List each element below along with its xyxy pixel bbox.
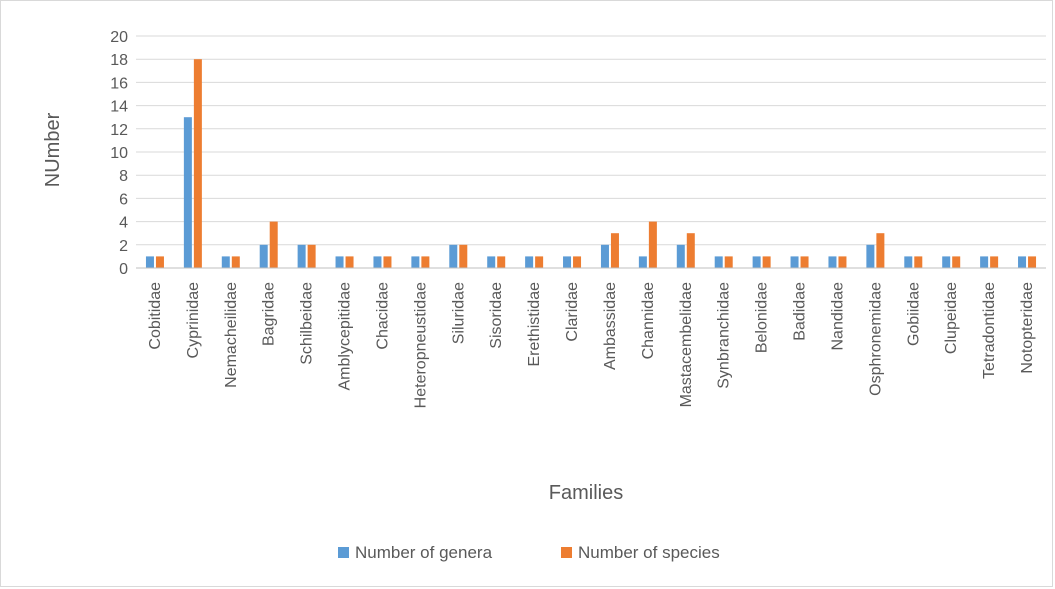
bar-species: [421, 256, 430, 268]
legend: Number of genera Number of species: [338, 543, 720, 562]
bar-genera: [942, 256, 951, 268]
y-tick-label: 0: [119, 261, 128, 278]
y-tick-label: 10: [110, 145, 128, 162]
bar-genera: [563, 256, 572, 268]
x-tick-label: Osphronemidae: [867, 282, 884, 396]
x-tick-label: Gobiidae: [905, 282, 922, 346]
bar-species: [762, 256, 771, 268]
x-tick-label: Tetradontidae: [981, 282, 998, 379]
bar-species: [231, 256, 240, 268]
x-tick-label: Nemacheilidae: [223, 282, 240, 388]
bar-species: [345, 256, 354, 268]
x-tick-label: Cobitidae: [147, 282, 164, 350]
x-tick-label: Bagridae: [261, 282, 278, 346]
bar-genera: [600, 244, 609, 268]
bar-species: [383, 256, 392, 268]
y-tick-label: 2: [119, 238, 128, 255]
bar-genera: [335, 256, 344, 268]
x-tick-label: Erethistidae: [526, 282, 543, 367]
bar-genera: [790, 256, 799, 268]
bar-genera: [221, 256, 230, 268]
x-tick-label: Badidae: [792, 282, 809, 341]
bar-species: [535, 256, 544, 268]
bar-species: [573, 256, 582, 268]
axes: 0 2 4 6 8 10 12 14 16 18 20 Cobitidae Cyprinidae Nema…: [110, 29, 1046, 408]
bar-species: [155, 256, 164, 268]
bar-species: [876, 233, 885, 268]
x-tick-label: Schilbeidae: [299, 282, 316, 365]
x-tick-label: Synbranchidae: [716, 282, 733, 389]
bar-genera: [297, 244, 306, 268]
x-tick-label: Channidae: [640, 282, 657, 360]
bar-species: [307, 244, 316, 268]
legend-swatch: [561, 547, 572, 558]
legend-swatch: [338, 547, 349, 558]
bar-genera: [638, 256, 647, 268]
y-tick-label: 14: [110, 99, 128, 116]
legend-label: Number of species: [578, 543, 720, 562]
x-tick-label: Ambassidae: [602, 282, 619, 370]
bar-species: [269, 221, 278, 268]
x-tick-label: Clupeidae: [943, 282, 960, 354]
bar-genera: [487, 256, 496, 268]
bar-species: [610, 233, 619, 268]
y-tick-label: 18: [110, 52, 128, 69]
y-tick-label: 16: [110, 75, 128, 92]
bar-species: [686, 233, 695, 268]
x-tick-label: Cyprinidae: [185, 282, 202, 359]
bar-genera: [828, 256, 837, 268]
y-tick-label: 12: [110, 122, 128, 139]
x-tick-label: Mastacembelidae: [678, 282, 695, 408]
bar-species: [648, 221, 657, 268]
x-tick-label: Claridae: [564, 282, 581, 342]
bar-genera: [866, 244, 875, 268]
bar-genera: [373, 256, 382, 268]
legend-label: Number of genera: [355, 543, 493, 562]
x-tick-label: Chacidae: [374, 282, 391, 350]
y-tick-label: 20: [110, 29, 128, 46]
bar-species: [952, 256, 961, 268]
bar-genera: [1018, 256, 1027, 268]
y-axis-title: NUmber: [42, 112, 64, 187]
bar-species: [800, 256, 809, 268]
bar-species: [1028, 256, 1037, 268]
bar-genera: [183, 117, 192, 268]
bar-genera: [145, 256, 154, 268]
x-tick-label: Amblycepitidae: [337, 282, 354, 391]
bar-species: [914, 256, 923, 268]
bar-genera: [676, 244, 685, 268]
bar-species: [838, 256, 847, 268]
bar-species: [724, 256, 733, 268]
x-tick-label: Heteropneustidae: [412, 282, 429, 408]
bars: [145, 59, 1037, 269]
bar-genera: [449, 244, 458, 268]
bar-species: [990, 256, 999, 268]
bar-genera: [714, 256, 723, 268]
bar-genera: [525, 256, 534, 268]
x-tick-label: Notopteridae: [1019, 282, 1036, 374]
x-tick-label: Siluridae: [450, 282, 467, 344]
x-tick-label: Sisoridae: [488, 282, 505, 349]
bar-genera: [259, 244, 268, 268]
bar-species: [193, 59, 202, 269]
x-tick-label: Belonidae: [754, 282, 771, 353]
x-axis-title: Families: [549, 482, 623, 504]
y-tick-label: 4: [119, 215, 128, 232]
bar-genera: [980, 256, 989, 268]
gridlines: [136, 35, 1046, 246]
bar-species: [497, 256, 506, 268]
y-tick-label: 6: [119, 191, 128, 208]
x-tick-label: Nandidae: [829, 282, 846, 351]
bar-species: [459, 244, 468, 268]
bar-genera: [904, 256, 913, 268]
y-tick-label: 8: [119, 168, 128, 185]
bar-genera: [411, 256, 420, 268]
bar-genera: [752, 256, 761, 268]
